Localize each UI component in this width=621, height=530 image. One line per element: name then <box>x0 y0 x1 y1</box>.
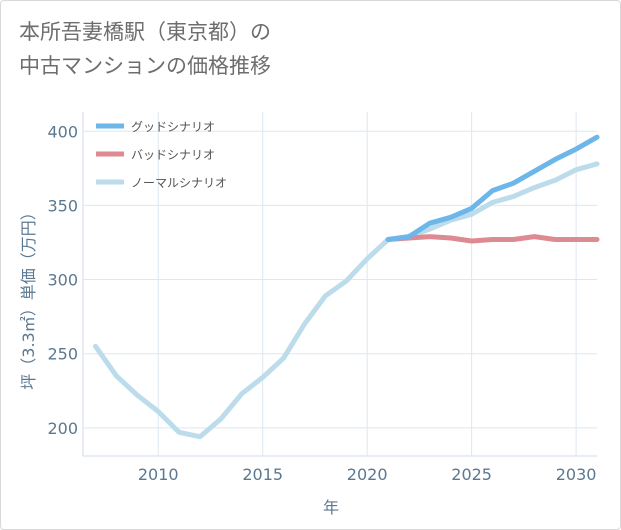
x-tick-labels: 2010 2015 2020 2025 2030 <box>138 465 597 484</box>
series-lines <box>93 134 600 440</box>
legend-label: バッドシナリオ <box>131 148 215 162</box>
chart-title-line-1: 本所吾妻橋駅（東京都）の <box>19 20 271 44</box>
x-tick-label: 2010 <box>138 465 179 484</box>
y-tick-label: 250 <box>47 345 78 364</box>
y-tick-label: 350 <box>47 196 78 215</box>
series-line-0 <box>385 134 600 242</box>
x-tick-label: 2015 <box>242 465 283 484</box>
x-tick-label: 2020 <box>347 465 388 484</box>
chart-title-line-2: 中古マンションの価格推移 <box>19 54 271 78</box>
x-axis-title: 年 <box>323 498 339 517</box>
legend-label: グッドシナリオ <box>131 120 215 134</box>
y-tick-label: 300 <box>47 271 78 290</box>
series-line-1 <box>385 234 600 244</box>
y-tick-label: 200 <box>47 419 78 438</box>
x-tick-label: 2025 <box>451 465 492 484</box>
chart-title: 本所吾妻橋駅（東京都）の 中古マンションの価格推移 <box>19 15 271 83</box>
y-axis-title: 坪（3.3㎡）単価（万円） <box>19 204 38 389</box>
y-tick-labels: 200 250 300 350 400 <box>47 122 78 438</box>
x-tick-label: 2030 <box>556 465 597 484</box>
legend-label: ノーマルシナリオ <box>131 176 227 190</box>
series-line-2 <box>93 161 600 440</box>
y-tick-label: 400 <box>47 122 78 141</box>
